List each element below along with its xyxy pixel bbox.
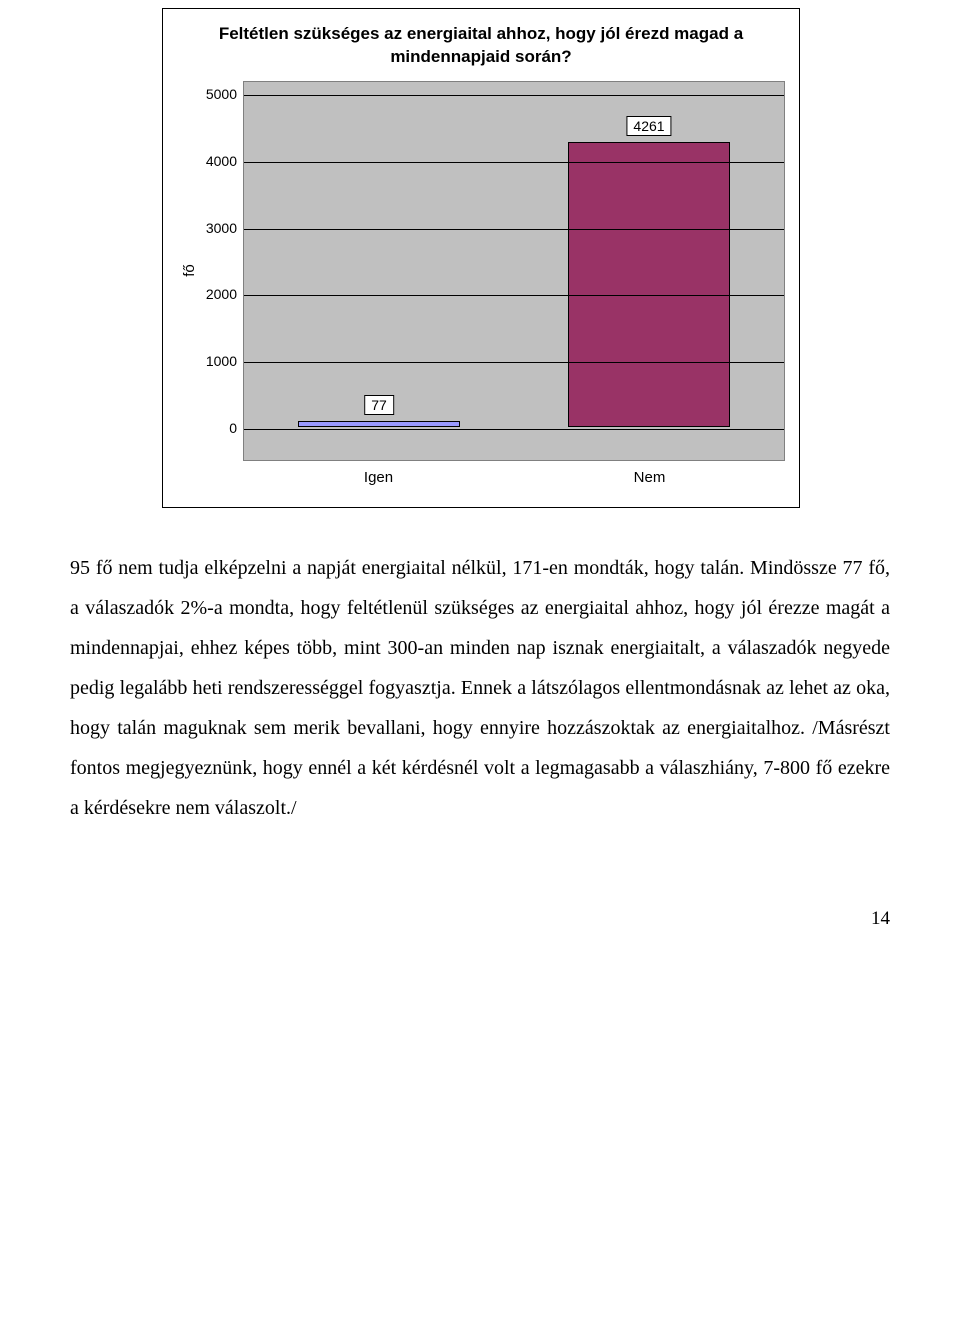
y-tick-label: 0 xyxy=(229,420,237,436)
gridline xyxy=(244,162,784,163)
y-tick-label: 4000 xyxy=(206,153,237,169)
y-tick-label: 1000 xyxy=(206,353,237,369)
y-tick-label: 5000 xyxy=(206,86,237,102)
y-tick-label: 3000 xyxy=(206,220,237,236)
gridline xyxy=(244,95,784,96)
x-tick-label: Nem xyxy=(634,469,666,486)
x-ticks: Igen Nem xyxy=(243,467,785,489)
gridline xyxy=(244,429,784,430)
page-number: 14 xyxy=(70,908,890,930)
chart-title: Feltétlen szükséges az energiaital ahhoz… xyxy=(177,19,785,81)
x-tick-label: Igen xyxy=(364,469,393,486)
gridline xyxy=(244,229,784,230)
bar-value-label: 4261 xyxy=(626,116,671,136)
bars-layer: 77 4261 xyxy=(244,82,784,460)
y-tick-label: 2000 xyxy=(206,286,237,302)
bar xyxy=(298,421,460,426)
gridline xyxy=(244,295,784,296)
y-ticks: 0 1000 2000 3000 4000 5000 xyxy=(201,81,243,461)
y-axis-label: fő xyxy=(180,265,197,278)
gridline xyxy=(244,362,784,363)
chart-container: Feltétlen szükséges az energiaital ahhoz… xyxy=(162,8,800,508)
body-paragraph: 95 fő nem tudja elképzelni a napját ener… xyxy=(70,548,890,828)
plot-area: 77 4261 xyxy=(243,81,785,461)
bar-value-label: 77 xyxy=(364,395,394,415)
bar xyxy=(568,142,730,426)
